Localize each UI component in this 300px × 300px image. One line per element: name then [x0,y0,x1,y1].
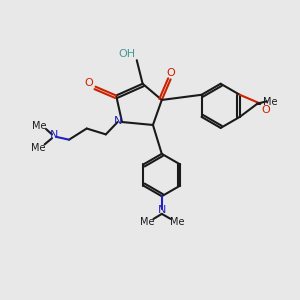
Text: N: N [114,116,122,126]
Text: O: O [261,105,270,115]
Text: Me: Me [32,121,47,130]
Text: O: O [166,68,175,78]
Text: Me: Me [170,217,184,227]
Text: Me: Me [140,217,154,227]
Text: N: N [50,130,58,140]
Text: Me: Me [31,143,45,153]
Text: O: O [85,78,93,88]
Text: Me: Me [262,97,277,107]
Text: N: N [158,205,166,215]
Text: OH: OH [118,49,135,59]
